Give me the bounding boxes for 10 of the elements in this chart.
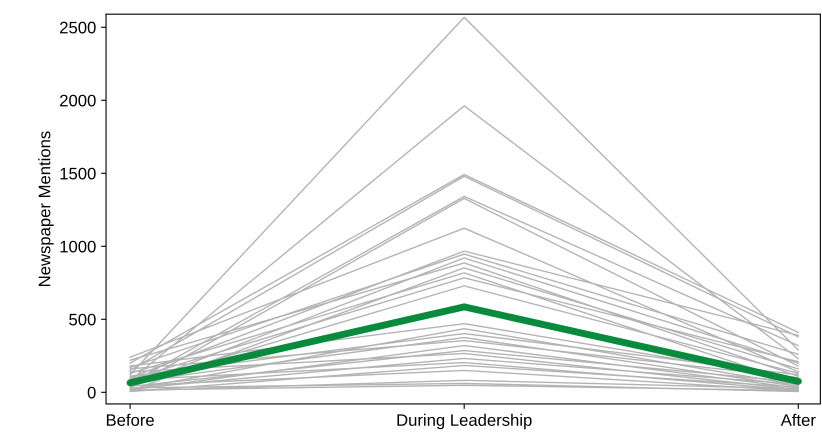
y-tick-label: 0 — [88, 386, 96, 399]
y-axis-title: Newspaper Mentions — [38, 131, 54, 286]
y-tick-label: 2000 — [60, 94, 96, 106]
y-tick-label: 2500 — [60, 22, 96, 34]
y-tick-label: 1000 — [60, 240, 96, 252]
x-tick-label: Before — [106, 414, 154, 426]
y-tick-label: 500 — [69, 314, 96, 326]
x-tick-label: During Leadership — [397, 414, 532, 430]
x-tick-label: After — [780, 414, 816, 426]
y-tick-label: 1500 — [60, 168, 96, 180]
